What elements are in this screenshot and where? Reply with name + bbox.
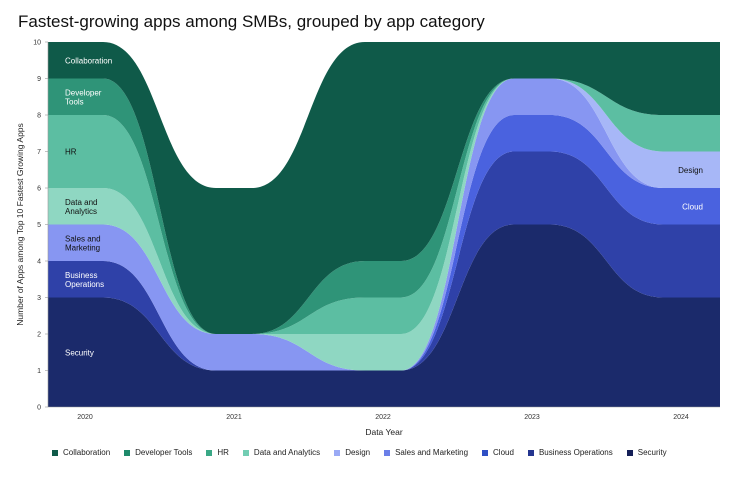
x-tick-label: 2024 — [673, 414, 689, 421]
area-label-developer-tools: Developer Tools — [65, 88, 102, 106]
legend-label: HR — [217, 448, 229, 457]
legend-item-data-and-analytics: Data and Analytics — [242, 448, 321, 457]
legend-item-hr: HR — [206, 448, 229, 457]
legend-swatch — [626, 449, 633, 456]
legend-swatch — [527, 449, 534, 456]
area-label-security: Security — [65, 348, 94, 357]
area-business-operations — [48, 151, 720, 371]
area-label-hr: HR — [65, 148, 77, 157]
legend-item-design: Design — [334, 448, 370, 457]
area-collaboration — [48, 42, 720, 334]
area-label-cloud: Cloud — [682, 202, 703, 211]
legend-swatch — [482, 449, 489, 456]
chart-title: Fastest-growing apps among SMBs, grouped… — [18, 12, 485, 31]
y-axis-label: Number of Apps among Top 10 Fastest Grow… — [15, 123, 25, 326]
legend-swatch — [206, 449, 213, 456]
legend-swatch — [242, 449, 249, 456]
y-tick-label: 1 — [37, 368, 41, 375]
legend-label: Collaboration — [63, 448, 111, 457]
area-label-design: Design — [678, 166, 703, 175]
y-tick-label: 4 — [37, 259, 41, 266]
y-tick-label: 0 — [37, 405, 41, 412]
legend-swatch — [124, 449, 131, 456]
legend-item-developer-tools: Developer Tools — [124, 448, 192, 457]
legend-swatch — [52, 449, 58, 456]
legend-item-cloud: Cloud — [482, 448, 514, 457]
legend-label: Data and Analytics — [253, 448, 321, 457]
legend-item-security: Security — [626, 448, 667, 457]
x-axis-label: Data Year — [365, 427, 403, 437]
legend-label: Design — [345, 448, 371, 457]
x-tick-label: 2022 — [375, 414, 391, 421]
y-tick-label: 8 — [37, 113, 41, 120]
legend-swatch — [384, 449, 391, 456]
y-tick-label: 9 — [37, 76, 41, 83]
x-tick-label: 2020 — [77, 414, 93, 421]
area-security — [48, 224, 720, 407]
area-developer-tools — [48, 78, 720, 334]
legend-label: Sales and Marketing — [395, 448, 469, 457]
y-tick-label: 3 — [37, 295, 41, 302]
legend-label: Developer Tools — [135, 448, 193, 457]
chart-legend: Collaboration Developer Tools HR Data and A… — [52, 448, 667, 457]
y-tick-label: 5 — [37, 222, 41, 229]
y-tick-label: 6 — [37, 186, 41, 193]
legend-item-collaboration: Collaboration — [52, 448, 110, 457]
area-label-data-and-analytics: Data and Analytics — [65, 198, 97, 216]
legend-label: Cloud — [493, 448, 514, 457]
y-tick-label: 10 — [33, 40, 41, 47]
area-label-business-operations: Business Operations — [65, 271, 104, 289]
x-tick-label: 2023 — [524, 414, 540, 421]
x-tick-label: 2021 — [226, 414, 242, 421]
area-label-sales-and-marketing: Sales and Marketing — [65, 234, 101, 252]
legend-label: Business Operations — [538, 448, 613, 457]
y-tick-label: 7 — [37, 149, 41, 156]
legend-label: Security — [637, 448, 667, 457]
legend-swatch — [334, 449, 341, 456]
legend-item-sales-and-marketing: Sales and Marketing — [384, 448, 468, 457]
legend-item-business-operations: Business Operations — [527, 448, 613, 457]
area-label-collaboration: Collaboration — [65, 56, 112, 65]
y-tick-label: 2 — [37, 332, 41, 339]
